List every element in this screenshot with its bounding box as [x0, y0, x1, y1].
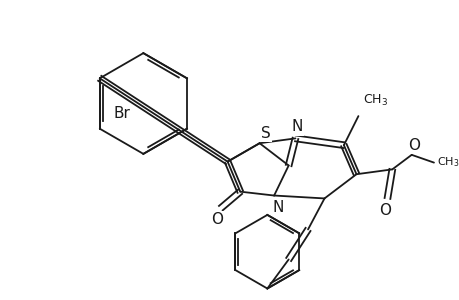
Text: S: S — [260, 126, 270, 141]
Text: CH$_3$: CH$_3$ — [363, 93, 387, 108]
Text: CH$_3$: CH$_3$ — [436, 156, 459, 170]
Text: O: O — [211, 212, 223, 227]
Text: O: O — [379, 202, 391, 217]
Text: N: N — [291, 119, 302, 134]
Text: O: O — [407, 138, 419, 153]
Text: Br: Br — [113, 106, 130, 121]
Text: N: N — [272, 200, 283, 215]
